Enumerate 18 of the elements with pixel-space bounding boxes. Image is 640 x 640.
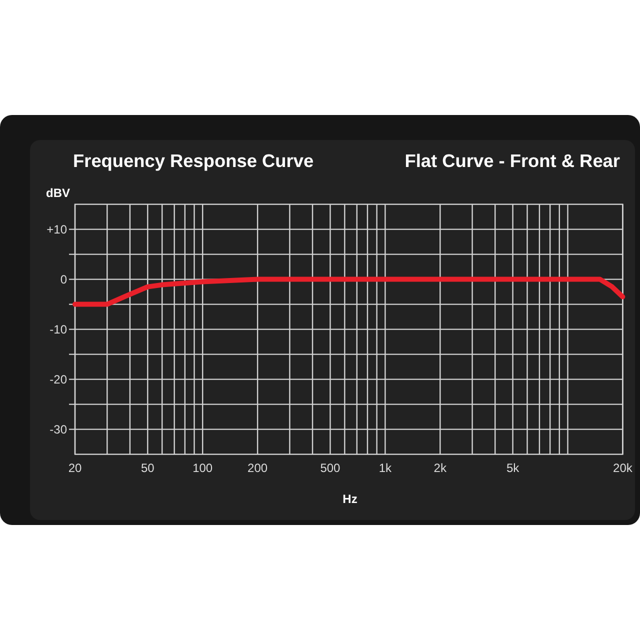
y-tick-label: 0 (60, 272, 68, 286)
chart-title: Frequency Response Curve (73, 151, 314, 171)
x-tick-label: 1k (378, 461, 393, 475)
x-tick-label: 2k (434, 461, 448, 475)
x-tick-label: 50 (140, 461, 155, 475)
x-tick-label: 5k (506, 461, 520, 475)
chart-subtitle: Flat Curve - Front & Rear (404, 151, 620, 171)
y-tick-label: +10 (46, 222, 68, 236)
y-tick-label: -30 (50, 422, 68, 436)
x-tick-label: 500 (320, 461, 341, 475)
y-axis-title: dBV (46, 186, 70, 200)
x-tick-label: 200 (248, 461, 268, 475)
x-tick-label: 20k (613, 461, 634, 475)
x-tick-label: 100 (192, 461, 213, 475)
x-tick-label: 20 (68, 461, 82, 475)
y-tick-label: -20 (50, 372, 68, 386)
y-tick-label: -10 (50, 322, 68, 336)
x-axis-title: Hz (342, 492, 358, 506)
